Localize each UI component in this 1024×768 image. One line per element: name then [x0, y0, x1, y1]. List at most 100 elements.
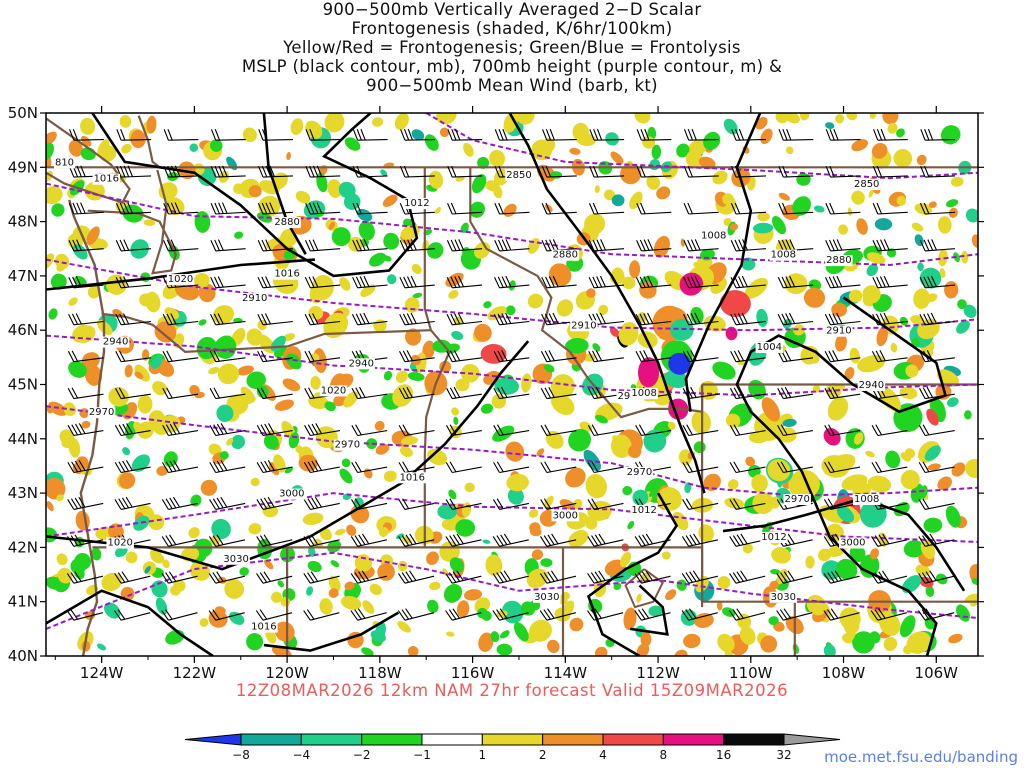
barb-staff [641, 175, 672, 178]
barb-flag [405, 571, 413, 582]
barb-flag [260, 424, 268, 436]
barb-flag [351, 314, 359, 326]
shading-cell [876, 326, 888, 347]
shading-cell [302, 512, 324, 525]
wind-barb [776, 570, 813, 584]
barb-flag [874, 609, 882, 620]
barb-flag [311, 423, 319, 435]
barb-flag [883, 239, 890, 251]
shading-cell [849, 544, 866, 562]
shading-cell [727, 479, 739, 490]
wind-barb [823, 570, 860, 584]
barb-staff [735, 357, 766, 363]
contour-label-bg [166, 274, 195, 286]
barb-flag [681, 610, 690, 621]
barb-flag [174, 202, 181, 214]
wind-barb [303, 460, 340, 474]
barb-flag [588, 351, 595, 362]
barb-flag [780, 424, 788, 436]
barb-staff [499, 430, 530, 437]
barb-flag [210, 276, 217, 289]
lon-label: 114W [544, 664, 588, 682]
wind-barb [115, 350, 151, 363]
barb-flag [358, 534, 366, 545]
shading-cell [108, 386, 129, 407]
shading-cell [698, 156, 716, 170]
barb-flag [307, 535, 315, 546]
barb-flag [682, 351, 690, 362]
shading-cell [565, 467, 586, 488]
barb-flag [634, 536, 642, 547]
shading-cell [793, 324, 805, 336]
title-line-5: 900−500mb Mean Wind (barb, kt) [366, 76, 658, 95]
shading-cell [838, 224, 849, 235]
barb-staff [121, 211, 152, 215]
contour-label-bg [769, 249, 798, 261]
barb-flag [539, 610, 548, 621]
shading-cell [96, 643, 107, 651]
coastline [68, 199, 106, 656]
barb-flag [403, 276, 410, 288]
barb-flag [356, 129, 362, 141]
credit-link[interactable]: moe.met.fsu.edu/banding [824, 748, 1018, 766]
shading-cell [583, 449, 601, 472]
shading-cell [211, 518, 231, 540]
colorbar-high-arrow [783, 733, 841, 746]
barb-staff [594, 466, 624, 474]
barb-flag [499, 608, 508, 619]
shading-cell [869, 113, 877, 119]
barb-flag [547, 608, 555, 619]
shading-cell [87, 285, 101, 299]
barb-flag [312, 276, 319, 288]
shading-cell [448, 290, 459, 299]
contour-label: 1020 [321, 385, 346, 396]
shading-cell [856, 218, 868, 235]
barb-flag [599, 312, 606, 324]
wind-barb [66, 609, 103, 621]
barb-flag [541, 276, 548, 289]
colorbar-label: 16 [716, 748, 731, 762]
contour-label: 3030 [534, 592, 559, 603]
wind-barb [918, 608, 955, 621]
barb-flag [729, 536, 737, 547]
barb-flag [452, 571, 461, 582]
barb-flag [122, 313, 130, 325]
shading-cell [866, 252, 886, 264]
barb-staff [357, 393, 388, 400]
barb-flag [830, 608, 839, 619]
shading-cell [310, 376, 321, 390]
barb-flag [691, 128, 697, 141]
wind-barb [540, 461, 577, 474]
barb-flag [255, 610, 264, 621]
wind-barb [683, 239, 719, 252]
shading-cell [964, 410, 972, 420]
barb-flag [829, 202, 835, 214]
barb-staff [404, 612, 435, 621]
shading-cell [343, 391, 359, 408]
barb-flag [738, 239, 745, 251]
shading-cell [851, 139, 869, 152]
lon-label: 110W [729, 664, 773, 682]
barb-flag [311, 460, 319, 472]
shading-cell [46, 253, 55, 270]
shading-cell [134, 371, 144, 380]
barb-flag [401, 535, 410, 546]
barb-flag [922, 424, 930, 436]
barb-flag [309, 129, 315, 141]
barb-flag [687, 239, 693, 251]
barb-staff [357, 466, 388, 474]
barb-staff [735, 138, 767, 141]
barb-staff [404, 211, 435, 215]
shading-cell [724, 497, 744, 509]
barb-flag [543, 572, 551, 583]
barb-flag [777, 425, 784, 436]
wind-barb [303, 496, 340, 510]
barb-staff [452, 320, 483, 326]
barb-flag [643, 239, 650, 251]
barb-flag [823, 536, 831, 547]
barb-flag [923, 165, 930, 178]
barb-staff [262, 466, 293, 474]
shading-cell [887, 122, 898, 134]
barb-flag [552, 239, 559, 251]
